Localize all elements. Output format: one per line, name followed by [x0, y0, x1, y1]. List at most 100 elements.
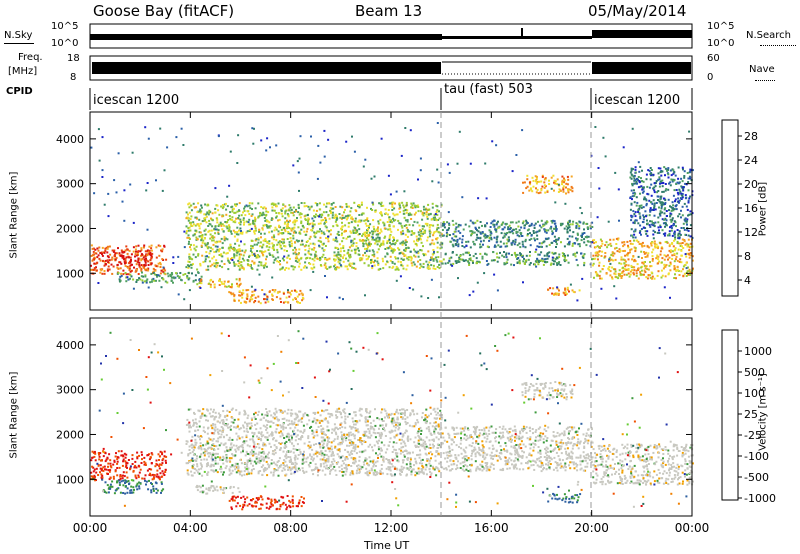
- region-cell: [319, 264, 322, 266]
- region-cell: [680, 242, 682, 245]
- region-cell: [309, 242, 312, 245]
- region-cell: [348, 262, 351, 265]
- region-cell: [178, 275, 181, 278]
- region-cell: [634, 168, 637, 171]
- region-cell: [627, 246, 630, 249]
- region-cell: [519, 246, 522, 249]
- region-cell: [682, 268, 684, 271]
- region-cell: [209, 279, 212, 282]
- region-cell: [257, 410, 260, 413]
- region-cell: [448, 227, 450, 230]
- region-cell: [489, 226, 492, 228]
- region-cell: [367, 220, 370, 223]
- region-cell: [376, 473, 378, 476]
- region-cell: [274, 203, 277, 206]
- region-cell: [225, 285, 228, 288]
- region-cell: [102, 455, 105, 458]
- region-cell: [213, 251, 216, 253]
- region-cell: [137, 464, 140, 467]
- region-cell: [198, 225, 201, 227]
- region-cell: [233, 418, 236, 421]
- region-cell: [502, 228, 505, 231]
- region-cell: [103, 465, 106, 468]
- region-cell: [371, 267, 374, 270]
- region-cell: [290, 208, 293, 211]
- region-cell: [393, 243, 396, 246]
- noise-cell: [123, 189, 126, 192]
- region-cell: [322, 253, 325, 256]
- region-cell: [542, 263, 545, 266]
- region-cell: [243, 223, 245, 226]
- region-cell: [270, 219, 273, 221]
- region-cell: [654, 245, 656, 248]
- region-cell: [432, 465, 434, 468]
- region-cell: [92, 470, 95, 473]
- region-cell: [246, 297, 249, 300]
- region-cell: [292, 298, 295, 301]
- region-cell: [537, 220, 539, 223]
- region-cell: [280, 232, 283, 235]
- region-cell: [556, 183, 559, 185]
- region-cell: [678, 213, 681, 216]
- region-cell: [503, 232, 506, 235]
- region-cell: [246, 259, 249, 262]
- region-cell: [645, 199, 648, 202]
- region-cell: [678, 260, 681, 263]
- region-cell: [189, 229, 192, 232]
- region-cell: [554, 239, 557, 242]
- region-cell: [107, 265, 110, 268]
- region-cell: [113, 492, 116, 495]
- region-cell: [170, 272, 173, 274]
- region-cell: [521, 240, 524, 243]
- region-cell: [534, 222, 537, 225]
- region-cell: [262, 207, 265, 210]
- region-cell: [126, 466, 128, 469]
- region-cell: [369, 244, 371, 247]
- region-cell: [467, 260, 470, 263]
- region-cell: [617, 237, 620, 240]
- region-cell: [114, 252, 117, 255]
- region-cell: [684, 194, 687, 197]
- region-cell: [207, 489, 210, 492]
- region-cell: [368, 243, 371, 246]
- region-cell: [300, 496, 303, 498]
- region-cell: [617, 277, 620, 280]
- region-cell: [389, 255, 392, 258]
- region-cell: [289, 506, 292, 509]
- region-cell: [361, 239, 364, 241]
- region-cell: [634, 182, 637, 185]
- region-cell: [351, 266, 354, 269]
- region-cell: [109, 469, 112, 472]
- region-cell: [441, 229, 444, 231]
- region-cell: [464, 259, 467, 262]
- noise-cell: [319, 161, 322, 164]
- noise-cell: [673, 232, 676, 235]
- region-cell: [132, 469, 135, 472]
- region-cell: [627, 258, 630, 261]
- region-cell: [137, 259, 140, 262]
- region-cell: [92, 250, 95, 253]
- region-cell: [446, 233, 449, 236]
- region-cell: [304, 219, 307, 221]
- noise-cell: [569, 283, 572, 286]
- region-cell: [344, 208, 346, 211]
- region-cell: [545, 245, 548, 248]
- region-cell: [594, 246, 597, 249]
- region-cell: [629, 242, 632, 245]
- region-cell: [349, 439, 352, 442]
- region-cell: [656, 274, 659, 277]
- nave-label: Nave: [749, 64, 775, 75]
- region-cell: [257, 202, 260, 205]
- region-cell: [337, 253, 340, 256]
- region-cell: [278, 225, 281, 228]
- region-cell: [248, 422, 251, 425]
- region-cell: [347, 435, 350, 438]
- region-cell: [221, 427, 224, 430]
- region-cell: [236, 282, 238, 285]
- region-cell: [413, 248, 415, 251]
- region-cell: [572, 220, 575, 223]
- region-cell: [223, 280, 226, 283]
- region-cell: [418, 224, 421, 227]
- region-cell: [230, 230, 232, 233]
- region-cell: [277, 230, 280, 233]
